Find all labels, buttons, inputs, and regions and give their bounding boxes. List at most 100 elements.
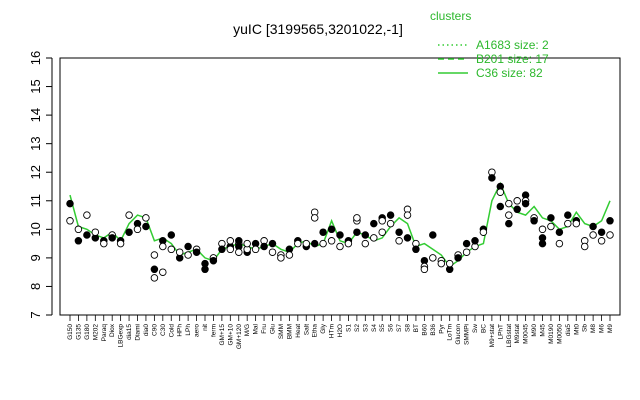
x-tick-label: S1 bbox=[345, 324, 352, 332]
x-tick-label: aero bbox=[194, 324, 201, 337]
data-point bbox=[547, 214, 555, 222]
data-point bbox=[150, 251, 159, 259]
data-point bbox=[580, 242, 589, 251]
x-tick-label: M9+stat bbox=[489, 324, 496, 347]
x-tick-label: G180 bbox=[84, 324, 91, 340]
x-tick-label: Cold bbox=[168, 324, 175, 338]
data-point bbox=[201, 265, 209, 274]
x-tick-label: M0190 bbox=[548, 324, 555, 344]
x-tick-label: Paraq bbox=[101, 324, 108, 342]
data-point bbox=[226, 237, 235, 245]
data-point bbox=[336, 242, 344, 251]
data-point bbox=[277, 254, 285, 262]
y-tick-label: 8 bbox=[28, 283, 43, 290]
legend-title: clusters bbox=[430, 9, 471, 23]
y-tick-label: 7 bbox=[28, 311, 43, 318]
x-tick-label: M202 bbox=[92, 324, 99, 341]
x-tick-label: B60 bbox=[421, 324, 428, 336]
data-point bbox=[395, 237, 403, 245]
data-point bbox=[310, 239, 319, 248]
data-point bbox=[370, 234, 378, 242]
x-tick-label: LBGstat bbox=[506, 324, 513, 348]
x-tick-label: GM+10 bbox=[227, 324, 234, 346]
data-points bbox=[66, 168, 614, 282]
data-point bbox=[488, 174, 496, 182]
x-tick-label: S5 bbox=[379, 324, 386, 332]
data-point bbox=[361, 231, 370, 239]
data-point bbox=[462, 248, 471, 256]
x-tick-label: Sw bbox=[472, 324, 479, 333]
data-point bbox=[505, 211, 513, 219]
data-point bbox=[505, 199, 513, 208]
data-point bbox=[479, 228, 488, 236]
x-tick-label: Sb bbox=[582, 324, 589, 332]
x-tick-label: SMM bbox=[278, 324, 285, 339]
data-point bbox=[184, 242, 192, 251]
chart-title: yuIC [3199565,3201022,-1] bbox=[233, 21, 403, 37]
data-point bbox=[285, 251, 294, 259]
x-tick-label: B36 bbox=[430, 324, 437, 336]
data-point bbox=[378, 228, 386, 236]
data-point bbox=[513, 197, 521, 205]
data-point bbox=[243, 239, 251, 248]
x-tick-label: S8 bbox=[405, 324, 412, 332]
data-point bbox=[429, 254, 437, 262]
data-point bbox=[133, 225, 142, 234]
data-point bbox=[74, 237, 83, 245]
data-point bbox=[125, 211, 133, 219]
x-tick-label: S4 bbox=[371, 324, 378, 332]
x-tick-label: GM+120 bbox=[236, 324, 243, 349]
data-point bbox=[505, 219, 513, 228]
data-point bbox=[378, 217, 386, 225]
data-point bbox=[142, 222, 150, 231]
data-point bbox=[150, 274, 159, 282]
data-point bbox=[192, 248, 201, 256]
x-tick-label: ferm bbox=[210, 324, 217, 337]
data-point bbox=[159, 242, 167, 251]
data-point bbox=[353, 214, 361, 222]
x-tick-label: HPh bbox=[177, 324, 184, 337]
x-tick-label: M45 bbox=[540, 324, 547, 337]
x-tick-label: M0045 bbox=[523, 324, 530, 344]
x-tick-label: Gly bbox=[320, 323, 327, 334]
data-point bbox=[218, 245, 226, 254]
data-point bbox=[108, 234, 116, 242]
legend-label: B201 size: 17 bbox=[476, 52, 549, 66]
x-tick-label: M90 bbox=[531, 324, 538, 337]
x-tick-label: LoTm bbox=[447, 324, 454, 341]
x-tick-label: nit bbox=[202, 324, 209, 331]
data-point bbox=[319, 239, 327, 248]
data-point bbox=[555, 228, 564, 236]
data-point bbox=[403, 234, 412, 242]
data-point bbox=[100, 239, 108, 248]
data-point bbox=[496, 202, 505, 211]
data-point bbox=[437, 259, 446, 268]
data-point bbox=[589, 222, 597, 231]
data-point bbox=[445, 259, 454, 268]
x-tick-label: C30 bbox=[160, 324, 167, 336]
x-tick-label: Glu bbox=[270, 324, 277, 335]
data-point bbox=[597, 228, 606, 236]
x-tick-label: H2O bbox=[337, 324, 344, 337]
y-tick-label: 13 bbox=[28, 136, 43, 150]
x-tick-label: S6 bbox=[388, 324, 395, 332]
data-point bbox=[564, 211, 572, 219]
y-tick-label: 11 bbox=[28, 194, 43, 208]
x-tick-label: M9 bbox=[607, 324, 614, 333]
x-tick-label: Fru bbox=[261, 324, 268, 334]
data-point bbox=[589, 231, 597, 239]
x-tick-label: Mal bbox=[253, 323, 260, 334]
x-tick-label: HTm bbox=[329, 324, 336, 338]
data-point bbox=[83, 211, 91, 219]
x-tick-label: Diox bbox=[109, 323, 116, 337]
y-tick-label: 12 bbox=[28, 165, 43, 179]
data-point bbox=[294, 239, 302, 248]
x-tick-label: S3 bbox=[362, 324, 369, 332]
data-point bbox=[235, 237, 243, 245]
x-tick-label: BMM bbox=[286, 324, 293, 339]
x-tick-label: dia5 bbox=[565, 324, 572, 337]
data-point bbox=[412, 245, 420, 254]
data-point bbox=[538, 239, 547, 248]
